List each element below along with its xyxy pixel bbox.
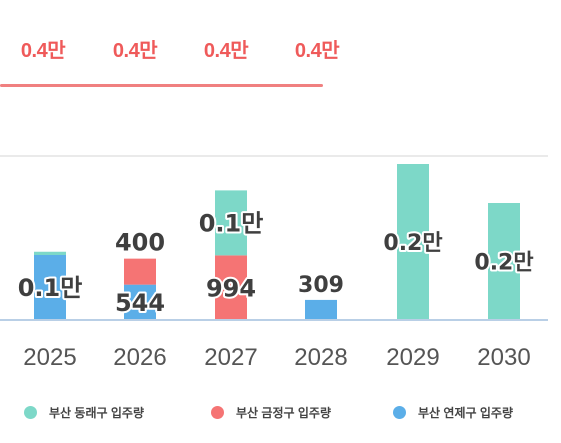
x-tick-label-2025: 2025 <box>23 344 76 371</box>
data-label-2027-3: 994 <box>206 274 256 302</box>
data-label-2027-4: 0.1만 <box>199 210 264 238</box>
total-value-0: 0.4만 <box>20 40 66 62</box>
legend-swatch-yeonje <box>393 406 406 419</box>
total-value-3: 0.4만 <box>294 40 340 62</box>
legend-label-geumjeong: 부산 금정구 입주량 <box>236 406 331 420</box>
total-values-row: 0.4만 0.4만 0.4만 0.4만 <box>0 34 561 70</box>
total-value-2: 0.4만 <box>203 40 249 62</box>
legend-label-yeonje: 부산 연제구 입주량 <box>418 406 513 420</box>
data-label-2026-2: 400 <box>115 229 165 257</box>
bar-yeonje-2025 <box>34 255 66 320</box>
data-label-2030-7: 0.2만 <box>474 250 533 275</box>
bar-dongnae-2030 <box>488 203 520 320</box>
data-label-2029-6: 0.2만 <box>383 231 442 256</box>
bar-dongnae-2025 <box>34 251 66 255</box>
legend-swatch-geumjeong <box>211 406 224 419</box>
bar-yeonje-2026 <box>124 284 156 320</box>
bar-yeonje-2028 <box>305 299 337 320</box>
x-tick-label-2027: 2027 <box>204 344 257 371</box>
bar-geumjeong-2026 <box>124 258 156 285</box>
legend-label-dongnae: 부산 동래구 입주량 <box>49 406 144 420</box>
bar-geumjeong-2027 <box>215 255 247 320</box>
total-divider <box>0 84 323 87</box>
legend-item-geumjeong: 부산 금정구 입주량 <box>211 404 331 421</box>
legend-item-yeonje: 부산 연제구 입주량 <box>393 404 513 421</box>
data-label-2028-5: 309 <box>298 273 344 298</box>
legend-item-dongnae: 부산 동래구 입주량 <box>24 404 144 421</box>
x-tick-label-2030: 2030 <box>477 344 530 371</box>
x-tick-label-2028: 2028 <box>294 344 347 371</box>
data-label-2025-0: 0.1만 <box>18 274 83 302</box>
total-value-1: 0.4만 <box>112 40 158 62</box>
x-tick-label-2029: 2029 <box>386 344 439 371</box>
x-tick-label-2026: 2026 <box>113 344 166 371</box>
legend-swatch-dongnae <box>24 406 37 419</box>
bar-dongnae-2027 <box>215 190 247 256</box>
stacked-bar-chart: 0.1만 544 400 994 0.1만 309 0.2만 0.2만 2025 2026 2027… <box>0 155 548 371</box>
data-label-2026-1: 544 <box>115 289 165 317</box>
bar-dongnae-2029 <box>397 164 429 320</box>
chart-legend: 부산 동래구 입주량 부산 금정구 입주량 부산 연제구 입주량 <box>0 404 561 428</box>
